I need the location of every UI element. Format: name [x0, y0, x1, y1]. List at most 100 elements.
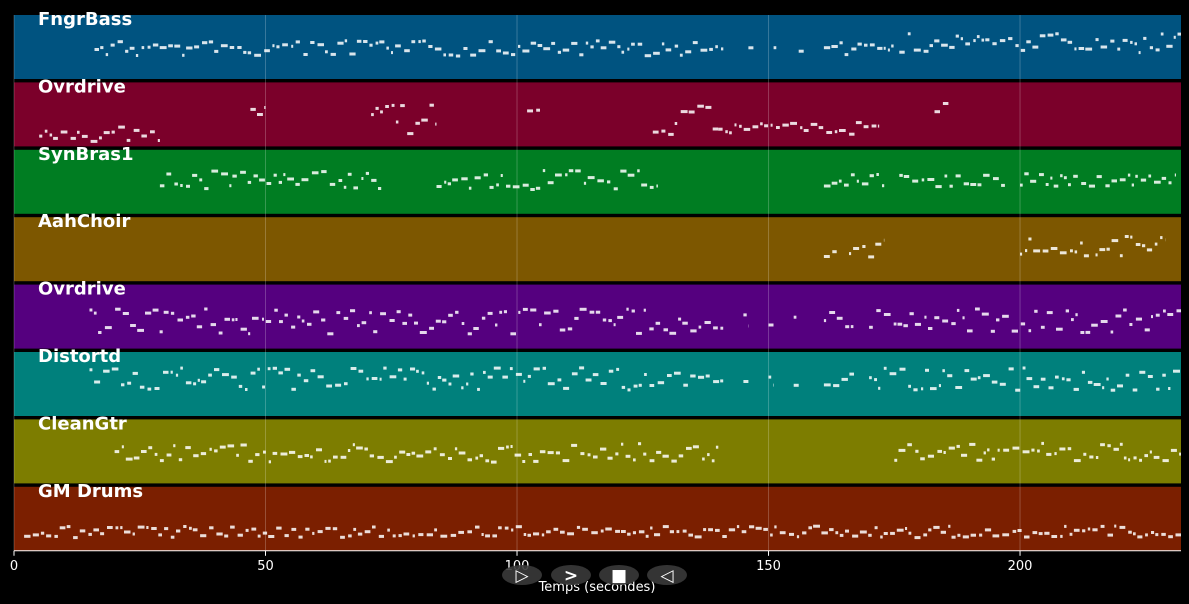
note-mark [925, 368, 929, 372]
note-mark [668, 132, 674, 136]
note-mark [158, 533, 162, 537]
note-mark [389, 319, 395, 322]
note-mark [398, 534, 402, 538]
play-outline-button[interactable]: ▷ [502, 565, 542, 586]
note-mark [937, 449, 942, 453]
note-mark [1054, 452, 1057, 456]
track-band [14, 82, 1181, 147]
note-mark [555, 451, 560, 455]
note-mark [720, 326, 724, 330]
note-mark [252, 316, 259, 320]
note-mark [1154, 180, 1161, 184]
note-mark [593, 455, 598, 459]
note-mark [414, 321, 418, 325]
note-mark [1040, 377, 1046, 381]
note-mark [272, 451, 278, 455]
note-mark [133, 128, 140, 132]
note-mark [448, 313, 453, 317]
note-mark [808, 526, 812, 530]
note-mark [433, 447, 437, 451]
note-mark [121, 383, 125, 387]
note-mark [470, 53, 477, 57]
note-mark [1046, 311, 1053, 315]
note-mark [654, 533, 661, 537]
note-mark [1071, 318, 1074, 322]
note-mark [257, 113, 263, 116]
note-mark [54, 534, 58, 538]
note-mark [1031, 448, 1035, 452]
note-mark [280, 452, 288, 456]
note-mark [73, 536, 78, 540]
note-mark [147, 45, 151, 49]
note-mark [721, 47, 724, 51]
note-mark [702, 457, 705, 461]
note-mark [1033, 385, 1040, 389]
note-mark [338, 179, 343, 182]
note-mark [402, 321, 407, 325]
note-mark [371, 113, 374, 117]
note-mark [487, 311, 493, 315]
note-mark [823, 46, 831, 50]
note-mark [229, 46, 235, 49]
note-mark [627, 173, 635, 177]
note-mark [987, 448, 990, 452]
note-mark [844, 53, 849, 57]
note-mark [395, 44, 401, 48]
note-mark [125, 49, 129, 53]
forward-button[interactable]: > [551, 565, 591, 586]
note-mark [489, 185, 494, 189]
note-mark [373, 330, 378, 334]
note-mark [602, 318, 607, 322]
note-mark [927, 454, 934, 458]
note-mark [185, 315, 190, 319]
note-mark [571, 443, 578, 447]
note-mark [530, 41, 537, 45]
note-mark [1078, 47, 1085, 50]
note-mark [574, 316, 579, 320]
note-mark [216, 532, 223, 536]
note-mark [903, 175, 910, 178]
note-mark [823, 383, 831, 387]
note-mark [844, 183, 849, 187]
stop-button[interactable]: ■ [599, 565, 639, 586]
note-mark [862, 245, 866, 248]
note-mark [656, 450, 662, 454]
note-mark [686, 446, 692, 450]
note-mark [191, 314, 196, 318]
note-mark [470, 372, 474, 376]
note-mark [196, 325, 203, 329]
note-mark [688, 110, 695, 114]
note-mark [287, 177, 294, 181]
note-mark [595, 310, 601, 314]
note-mark [276, 526, 282, 530]
note-mark [877, 124, 880, 128]
note-mark [487, 375, 493, 379]
note-mark [849, 252, 852, 256]
note-mark [375, 41, 379, 45]
note-mark [533, 532, 540, 536]
note-mark [303, 379, 309, 383]
note-mark [90, 139, 98, 143]
note-mark [366, 377, 369, 381]
note-mark [692, 41, 698, 45]
note-mark [434, 528, 437, 532]
note-mark [1048, 386, 1054, 390]
rewind-button[interactable]: ◁ [647, 565, 687, 586]
note-mark [1124, 235, 1129, 238]
note-mark [567, 327, 573, 331]
note-mark [440, 534, 448, 538]
note-mark [627, 388, 631, 392]
rewind-icon: ◁ [660, 566, 674, 586]
note-mark [411, 40, 416, 44]
note-mark [711, 459, 715, 463]
control-button-bg [647, 565, 687, 585]
note-mark [1119, 525, 1126, 529]
note-mark [439, 453, 445, 457]
note-mark [1163, 309, 1166, 313]
note-mark [779, 531, 786, 535]
note-mark [262, 531, 268, 535]
forward-icon: > [564, 566, 578, 586]
note-mark [1012, 446, 1020, 450]
note-mark [429, 326, 434, 330]
note-mark [247, 180, 252, 184]
